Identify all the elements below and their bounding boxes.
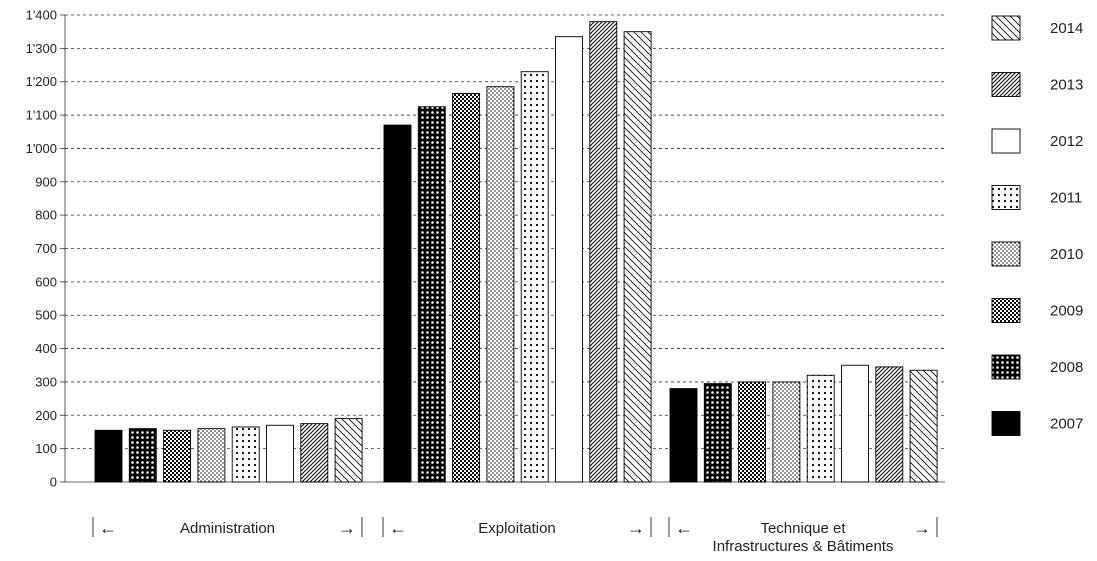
bar-exploitation-2008: [418, 107, 445, 482]
y-tick-label: 1'000: [26, 141, 57, 156]
y-tick-label: 1'200: [26, 74, 57, 89]
legend-swatch: [992, 299, 1020, 323]
bar-technique-et-infrastructures-b-timents-2009: [739, 382, 766, 482]
legend-swatch: [992, 242, 1020, 266]
y-tick-label: 1'300: [26, 41, 57, 56]
bar-technique-et-infrastructures-b-timents-2013: [876, 367, 903, 482]
legend-item-2013: 2013: [992, 73, 1083, 97]
legend-swatch: [992, 16, 1020, 40]
legend-item-2014: 2014: [992, 16, 1083, 40]
y-tick-label: 800: [35, 208, 57, 223]
bar-administration-2012: [267, 425, 294, 482]
left-arrow-icon: ←: [389, 518, 407, 538]
bar-administration-2008: [129, 429, 156, 482]
legend-swatch: [992, 73, 1020, 97]
bar-technique-et-infrastructures-b-timents-2012: [842, 365, 869, 482]
legend-label: 2007: [1050, 416, 1083, 433]
right-arrow-icon: →: [627, 518, 645, 538]
bar-exploitation-2010: [487, 87, 514, 482]
bar-technique-et-infrastructures-b-timents-2014: [910, 370, 937, 482]
y-tick-label: 1'100: [26, 108, 57, 123]
y-tick-label: 300: [35, 374, 57, 389]
bar-technique-et-infrastructures-b-timents-2010: [773, 382, 800, 482]
y-tick-label: 200: [35, 408, 57, 423]
legend-item-2010: 2010: [992, 242, 1083, 266]
y-tick-label: 100: [35, 441, 57, 456]
bar-exploitation-2007: [384, 125, 411, 482]
legend-label: 2012: [1050, 133, 1083, 150]
category-label: Administration: [180, 520, 275, 537]
bar-exploitation-2013: [590, 22, 617, 482]
right-arrow-icon: →: [913, 518, 931, 538]
legend-item-2012: 2012: [992, 129, 1083, 153]
left-arrow-icon: ←: [675, 518, 693, 538]
y-tick-label: 700: [35, 241, 57, 256]
legend-label: 2010: [1050, 246, 1083, 263]
legend-label: 2008: [1050, 359, 1083, 376]
legend-label: 2013: [1050, 77, 1083, 94]
legend-swatch: [992, 186, 1020, 210]
category-exploitation: ← → Exploitation: [383, 517, 651, 538]
bar-administration-2007: [95, 430, 122, 482]
legend-item-2007: 2007: [992, 412, 1083, 436]
x-axis-categories: ← → Administration ← → Exploitation ← → Techniqu…: [93, 517, 937, 555]
legend-swatch: [992, 412, 1020, 436]
legend-item-2011: 2011: [992, 186, 1082, 210]
legend: 2014 2013 2012 2011 2010 2009 2008 2007: [992, 16, 1083, 436]
y-tick-label: 0: [50, 475, 57, 490]
bar-administration-2014: [335, 419, 362, 482]
bar-administration-2010: [198, 429, 225, 482]
y-tick-label: 500: [35, 308, 57, 323]
category-label: Technique et: [760, 520, 846, 537]
bar-technique-et-infrastructures-b-timents-2011: [807, 375, 834, 482]
bar-administration-2013: [301, 424, 328, 482]
bar-exploitation-2011: [521, 72, 548, 482]
bars: [95, 22, 937, 482]
category-administration: ← → Administration: [93, 517, 362, 538]
bar-technique-et-infrastructures-b-timents-2008: [704, 384, 731, 482]
y-tick-label: 900: [35, 174, 57, 189]
legend-item-2009: 2009: [992, 299, 1083, 323]
bar-exploitation-2012: [556, 37, 583, 482]
legend-swatch: [992, 129, 1020, 153]
legend-label: 2014: [1050, 20, 1083, 37]
bar-exploitation-2009: [453, 93, 480, 482]
bar-exploitation-2014: [624, 32, 651, 482]
bar-technique-et-infrastructures-b-timents-2007: [670, 389, 697, 482]
legend-item-2008: 2008: [992, 355, 1083, 379]
legend-swatch: [992, 355, 1020, 379]
legend-label: 2009: [1050, 303, 1083, 320]
y-tick-label: 400: [35, 341, 57, 356]
left-arrow-icon: ←: [99, 518, 117, 538]
y-tick-label: 600: [35, 274, 57, 289]
category-label: Exploitation: [478, 520, 556, 537]
y-tick-label: 1'400: [26, 8, 57, 23]
right-arrow-icon: →: [338, 518, 356, 538]
legend-label: 2011: [1050, 190, 1082, 207]
category-label: Infrastructures & Bâtiments: [713, 538, 894, 555]
bar-administration-2011: [232, 427, 259, 482]
bar-administration-2009: [164, 430, 191, 482]
